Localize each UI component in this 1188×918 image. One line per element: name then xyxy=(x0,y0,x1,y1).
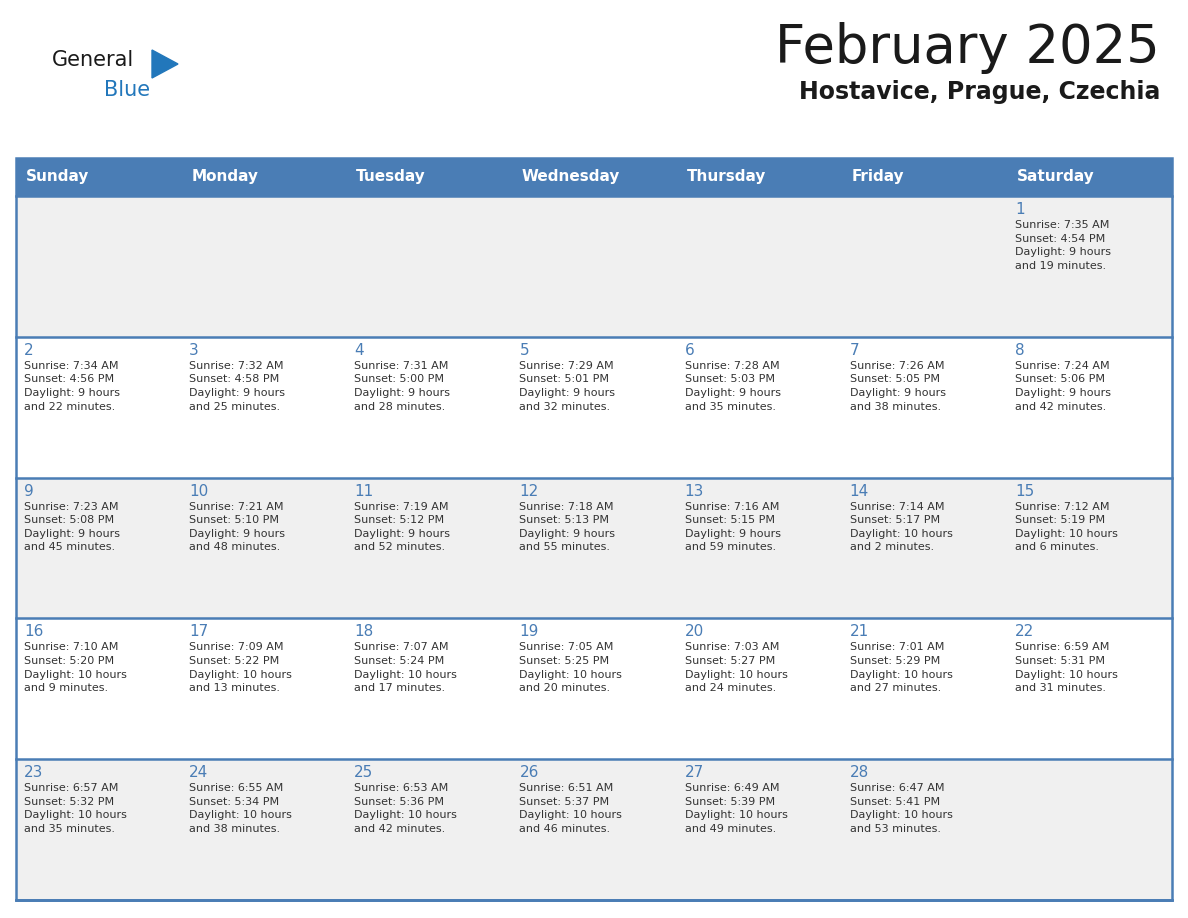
Text: Sunrise: 7:19 AM
Sunset: 5:12 PM
Daylight: 9 hours
and 52 minutes.: Sunrise: 7:19 AM Sunset: 5:12 PM Dayligh… xyxy=(354,501,450,553)
Text: Sunrise: 7:12 AM
Sunset: 5:19 PM
Daylight: 10 hours
and 6 minutes.: Sunrise: 7:12 AM Sunset: 5:19 PM Dayligh… xyxy=(1015,501,1118,553)
Bar xyxy=(15,158,1173,900)
Text: Sunrise: 7:05 AM
Sunset: 5:25 PM
Daylight: 10 hours
and 20 minutes.: Sunrise: 7:05 AM Sunset: 5:25 PM Dayligh… xyxy=(519,643,623,693)
Text: 14: 14 xyxy=(849,484,868,498)
Text: Sunrise: 7:26 AM
Sunset: 5:05 PM
Daylight: 9 hours
and 38 minutes.: Sunrise: 7:26 AM Sunset: 5:05 PM Dayligh… xyxy=(849,361,946,411)
Text: 12: 12 xyxy=(519,484,538,498)
Bar xyxy=(15,196,1173,337)
Text: 9: 9 xyxy=(24,484,33,498)
Text: 20: 20 xyxy=(684,624,703,640)
Text: Sunrise: 7:35 AM
Sunset: 4:54 PM
Daylight: 9 hours
and 19 minutes.: Sunrise: 7:35 AM Sunset: 4:54 PM Dayligh… xyxy=(1015,220,1111,271)
Text: Wednesday: Wednesday xyxy=(522,170,620,185)
Text: 22: 22 xyxy=(1015,624,1034,640)
Text: 24: 24 xyxy=(189,766,208,780)
Bar xyxy=(15,337,1173,477)
Text: 26: 26 xyxy=(519,766,539,780)
Text: 15: 15 xyxy=(1015,484,1034,498)
Text: Sunrise: 7:14 AM
Sunset: 5:17 PM
Daylight: 10 hours
and 2 minutes.: Sunrise: 7:14 AM Sunset: 5:17 PM Dayligh… xyxy=(849,501,953,553)
Text: 21: 21 xyxy=(849,624,868,640)
Text: Sunrise: 7:03 AM
Sunset: 5:27 PM
Daylight: 10 hours
and 24 minutes.: Sunrise: 7:03 AM Sunset: 5:27 PM Dayligh… xyxy=(684,643,788,693)
Text: Sunrise: 6:55 AM
Sunset: 5:34 PM
Daylight: 10 hours
and 38 minutes.: Sunrise: 6:55 AM Sunset: 5:34 PM Dayligh… xyxy=(189,783,292,834)
Text: 16: 16 xyxy=(24,624,44,640)
Text: Sunrise: 6:59 AM
Sunset: 5:31 PM
Daylight: 10 hours
and 31 minutes.: Sunrise: 6:59 AM Sunset: 5:31 PM Dayligh… xyxy=(1015,643,1118,693)
Text: Blue: Blue xyxy=(105,80,150,100)
Text: 27: 27 xyxy=(684,766,703,780)
Text: 1: 1 xyxy=(1015,202,1024,217)
Text: Sunrise: 7:32 AM
Sunset: 4:58 PM
Daylight: 9 hours
and 25 minutes.: Sunrise: 7:32 AM Sunset: 4:58 PM Dayligh… xyxy=(189,361,285,411)
Text: 7: 7 xyxy=(849,342,859,358)
Text: Sunrise: 7:07 AM
Sunset: 5:24 PM
Daylight: 10 hours
and 17 minutes.: Sunrise: 7:07 AM Sunset: 5:24 PM Dayligh… xyxy=(354,643,457,693)
Text: 6: 6 xyxy=(684,342,694,358)
Text: General: General xyxy=(52,50,134,70)
Bar xyxy=(15,759,1173,900)
Text: 4: 4 xyxy=(354,342,364,358)
Text: Sunrise: 7:29 AM
Sunset: 5:01 PM
Daylight: 9 hours
and 32 minutes.: Sunrise: 7:29 AM Sunset: 5:01 PM Dayligh… xyxy=(519,361,615,411)
Text: Sunrise: 7:23 AM
Sunset: 5:08 PM
Daylight: 9 hours
and 45 minutes.: Sunrise: 7:23 AM Sunset: 5:08 PM Dayligh… xyxy=(24,501,120,553)
Text: 2: 2 xyxy=(24,342,33,358)
Bar xyxy=(15,158,1173,196)
Text: 10: 10 xyxy=(189,484,208,498)
Text: Sunrise: 6:57 AM
Sunset: 5:32 PM
Daylight: 10 hours
and 35 minutes.: Sunrise: 6:57 AM Sunset: 5:32 PM Dayligh… xyxy=(24,783,127,834)
Text: Friday: Friday xyxy=(852,170,904,185)
Text: Sunday: Sunday xyxy=(26,170,89,185)
Text: Sunrise: 6:53 AM
Sunset: 5:36 PM
Daylight: 10 hours
and 42 minutes.: Sunrise: 6:53 AM Sunset: 5:36 PM Dayligh… xyxy=(354,783,457,834)
Text: 11: 11 xyxy=(354,484,373,498)
Text: Sunrise: 7:01 AM
Sunset: 5:29 PM
Daylight: 10 hours
and 27 minutes.: Sunrise: 7:01 AM Sunset: 5:29 PM Dayligh… xyxy=(849,643,953,693)
Text: 19: 19 xyxy=(519,624,539,640)
Text: Sunrise: 6:51 AM
Sunset: 5:37 PM
Daylight: 10 hours
and 46 minutes.: Sunrise: 6:51 AM Sunset: 5:37 PM Dayligh… xyxy=(519,783,623,834)
Text: Sunrise: 7:31 AM
Sunset: 5:00 PM
Daylight: 9 hours
and 28 minutes.: Sunrise: 7:31 AM Sunset: 5:00 PM Dayligh… xyxy=(354,361,450,411)
Bar xyxy=(15,619,1173,759)
Text: 3: 3 xyxy=(189,342,198,358)
Text: Saturday: Saturday xyxy=(1017,170,1094,185)
Polygon shape xyxy=(152,50,178,78)
Text: Sunrise: 7:16 AM
Sunset: 5:15 PM
Daylight: 9 hours
and 59 minutes.: Sunrise: 7:16 AM Sunset: 5:15 PM Dayligh… xyxy=(684,501,781,553)
Bar xyxy=(15,477,1173,619)
Text: 18: 18 xyxy=(354,624,373,640)
Text: Sunrise: 7:10 AM
Sunset: 5:20 PM
Daylight: 10 hours
and 9 minutes.: Sunrise: 7:10 AM Sunset: 5:20 PM Dayligh… xyxy=(24,643,127,693)
Text: Sunrise: 6:49 AM
Sunset: 5:39 PM
Daylight: 10 hours
and 49 minutes.: Sunrise: 6:49 AM Sunset: 5:39 PM Dayligh… xyxy=(684,783,788,834)
Text: Thursday: Thursday xyxy=(687,170,766,185)
Text: Hostavice, Prague, Czechia: Hostavice, Prague, Czechia xyxy=(798,80,1159,104)
Text: Sunrise: 7:18 AM
Sunset: 5:13 PM
Daylight: 9 hours
and 55 minutes.: Sunrise: 7:18 AM Sunset: 5:13 PM Dayligh… xyxy=(519,501,615,553)
Text: 25: 25 xyxy=(354,766,373,780)
Text: Sunrise: 7:24 AM
Sunset: 5:06 PM
Daylight: 9 hours
and 42 minutes.: Sunrise: 7:24 AM Sunset: 5:06 PM Dayligh… xyxy=(1015,361,1111,411)
Text: Sunrise: 7:28 AM
Sunset: 5:03 PM
Daylight: 9 hours
and 35 minutes.: Sunrise: 7:28 AM Sunset: 5:03 PM Dayligh… xyxy=(684,361,781,411)
Text: February 2025: February 2025 xyxy=(776,22,1159,74)
Text: 8: 8 xyxy=(1015,342,1024,358)
Text: Monday: Monday xyxy=(191,170,258,185)
Text: Sunrise: 6:47 AM
Sunset: 5:41 PM
Daylight: 10 hours
and 53 minutes.: Sunrise: 6:47 AM Sunset: 5:41 PM Dayligh… xyxy=(849,783,953,834)
Text: Sunrise: 7:09 AM
Sunset: 5:22 PM
Daylight: 10 hours
and 13 minutes.: Sunrise: 7:09 AM Sunset: 5:22 PM Dayligh… xyxy=(189,643,292,693)
Text: Sunrise: 7:21 AM
Sunset: 5:10 PM
Daylight: 9 hours
and 48 minutes.: Sunrise: 7:21 AM Sunset: 5:10 PM Dayligh… xyxy=(189,501,285,553)
Text: Sunrise: 7:34 AM
Sunset: 4:56 PM
Daylight: 9 hours
and 22 minutes.: Sunrise: 7:34 AM Sunset: 4:56 PM Dayligh… xyxy=(24,361,120,411)
Text: 23: 23 xyxy=(24,766,44,780)
Text: Tuesday: Tuesday xyxy=(356,170,426,185)
Text: 28: 28 xyxy=(849,766,868,780)
Text: 5: 5 xyxy=(519,342,529,358)
Text: 13: 13 xyxy=(684,484,704,498)
Text: 17: 17 xyxy=(189,624,208,640)
